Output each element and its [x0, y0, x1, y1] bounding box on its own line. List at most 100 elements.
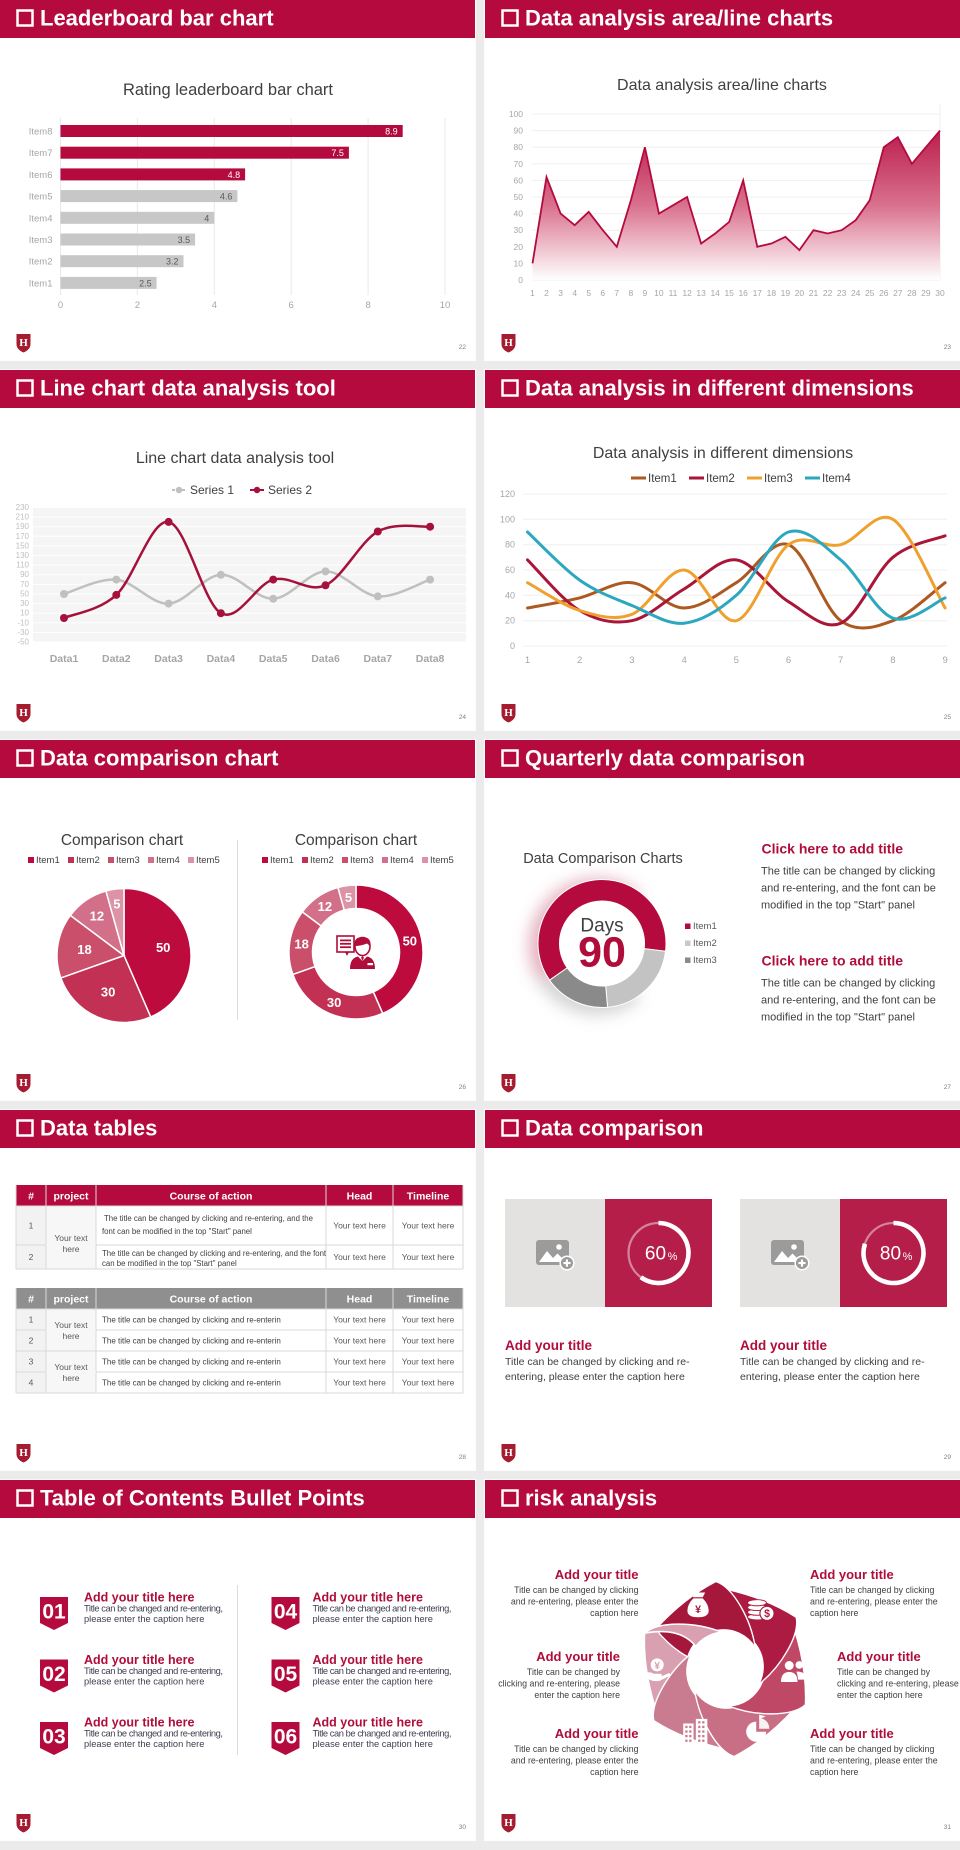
svg-text:6: 6: [600, 288, 605, 298]
svg-text:-50: -50: [17, 638, 29, 647]
svg-text:Your text: Your text: [54, 1320, 88, 1330]
svg-text:12: 12: [90, 908, 104, 923]
svg-text:80: 80: [514, 142, 524, 152]
svg-text:caption here: caption here: [810, 1767, 859, 1777]
svg-text:100: 100: [509, 109, 523, 119]
svg-text:Item2: Item2: [310, 855, 334, 866]
svg-text:80: 80: [880, 1244, 901, 1265]
svg-text:Title can be changed and re-en: Title can be changed and re-entering,: [313, 1604, 452, 1614]
svg-text:8: 8: [365, 300, 370, 311]
svg-text:and re-entering, and the font: and re-entering, and the font can be: [761, 995, 936, 1007]
svg-text:clicking and re-entering, plea: clicking and re-entering, please: [837, 1679, 959, 1689]
svg-text:30: 30: [327, 995, 341, 1010]
svg-text:50: 50: [20, 590, 29, 599]
svg-text:27: 27: [944, 1084, 952, 1091]
svg-text:9: 9: [942, 655, 947, 666]
svg-text:04: 04: [274, 1601, 298, 1624]
svg-text:The title can be changed by cl: The title can be changed by clicking and…: [102, 1358, 281, 1367]
svg-text:risk analysis: risk analysis: [525, 1486, 657, 1511]
svg-text:12: 12: [318, 899, 332, 914]
svg-text:$: $: [764, 1608, 770, 1620]
svg-text:40: 40: [505, 590, 515, 600]
svg-text:3: 3: [29, 1357, 34, 1367]
svg-text:enter the caption here: enter the caption here: [534, 1690, 620, 1700]
svg-text:Item2: Item2: [693, 938, 717, 949]
svg-text:The title can be changed by cl: The title can be changed by clicking: [761, 866, 935, 878]
svg-text:10: 10: [20, 609, 29, 618]
svg-text:Item6: Item6: [29, 170, 53, 181]
svg-text:Title can be changed by: Title can be changed by: [837, 1667, 931, 1677]
svg-text:31: 31: [944, 1824, 952, 1831]
svg-text:Data analysis area/line charts: Data analysis area/line charts: [617, 77, 827, 94]
svg-text:Days: Days: [580, 916, 623, 937]
svg-text:modified in the top "Start" pa: modified in the top "Start" panel: [761, 900, 915, 912]
svg-text:Course of action: Course of action: [170, 1294, 253, 1306]
svg-text:%: %: [903, 1251, 913, 1263]
svg-text:Data analysis in different dim: Data analysis in different dimensions: [593, 445, 853, 462]
svg-text:5: 5: [734, 655, 739, 666]
svg-text:1: 1: [525, 655, 530, 666]
svg-text:24: 24: [851, 288, 861, 298]
svg-text:H: H: [19, 707, 28, 719]
svg-text:The title can be changed by cl: The title can be changed by clicking and…: [104, 1214, 313, 1223]
svg-text:Data analysis in different dim: Data analysis in different dimensions: [525, 376, 914, 401]
svg-text:Title can be changed by: Title can be changed by: [527, 1667, 621, 1677]
svg-text:Add your title: Add your title: [555, 1726, 639, 1741]
svg-text:Data5: Data5: [259, 653, 288, 665]
svg-text:7: 7: [614, 288, 619, 298]
svg-text:50: 50: [514, 192, 524, 202]
svg-text:Click here to add title: Click here to add title: [762, 953, 904, 969]
svg-text:4: 4: [29, 1378, 34, 1388]
svg-text:Your text here: Your text here: [333, 1378, 386, 1388]
svg-text:Your text here: Your text here: [402, 1378, 455, 1388]
svg-text:#: #: [28, 1191, 34, 1203]
svg-text:2: 2: [577, 655, 582, 666]
svg-text:60: 60: [505, 565, 515, 575]
svg-text:clicking and re-entering, plea: clicking and re-entering, please: [498, 1679, 620, 1689]
svg-text:entering, please enter the cap: entering, please enter the caption here: [740, 1371, 920, 1383]
svg-text:30: 30: [935, 288, 945, 298]
svg-text:Your text here: Your text here: [333, 1221, 386, 1231]
svg-text:-10: -10: [17, 618, 29, 627]
svg-text:170: 170: [16, 532, 30, 541]
svg-text:Add your title: Add your title: [536, 1649, 620, 1664]
svg-text:Data6: Data6: [311, 653, 340, 665]
svg-text:Item4: Item4: [822, 473, 851, 485]
svg-text:20: 20: [505, 616, 515, 626]
svg-text:Your text here: Your text here: [402, 1252, 455, 1262]
svg-text:Item2: Item2: [29, 257, 53, 268]
svg-text:font can be modified in the to: font can be modified in the top "Start" …: [102, 1227, 252, 1236]
svg-text:Item3: Item3: [693, 955, 717, 966]
svg-text:Add your title: Add your title: [740, 1338, 827, 1353]
svg-text:4: 4: [572, 288, 577, 298]
svg-text:Title can be changed by clicki: Title can be changed by clicking: [514, 1585, 638, 1595]
svg-text:enter the caption here: enter the caption here: [837, 1690, 923, 1700]
svg-text:Title can be changed by clicki: Title can be changed by clicking and re-: [505, 1356, 690, 1368]
svg-text:Your text here: Your text here: [402, 1357, 455, 1367]
svg-text:9: 9: [643, 288, 648, 298]
svg-text:14: 14: [710, 288, 720, 298]
svg-text:1: 1: [29, 1315, 34, 1325]
svg-text:Item2: Item2: [76, 855, 100, 866]
svg-text:and re-entering, please enter: and re-entering, please enter the: [810, 1597, 938, 1607]
svg-text:and re-entering, please enter: and re-entering, please enter the: [511, 1597, 639, 1607]
svg-text:60: 60: [514, 175, 524, 185]
svg-text:19: 19: [781, 288, 791, 298]
svg-text:0: 0: [518, 275, 523, 285]
svg-text:Item5: Item5: [29, 192, 53, 203]
svg-text:26: 26: [879, 288, 889, 298]
svg-text:24: 24: [459, 714, 467, 721]
svg-text:Add your title here: Add your title here: [84, 1653, 194, 1667]
svg-text:30: 30: [101, 985, 115, 1000]
svg-text:entering, please enter the cap: entering, please enter the caption here: [505, 1371, 685, 1383]
svg-text:Add your title: Add your title: [505, 1338, 592, 1353]
svg-text:Title can be changed by clicki: Title can be changed by clicking: [810, 1744, 934, 1754]
svg-text:1: 1: [29, 1221, 34, 1231]
svg-text:Quarterly data comparison: Quarterly data comparison: [525, 746, 805, 771]
svg-text:Line chart data analysis tool: Line chart data analysis tool: [136, 450, 334, 467]
svg-text:30: 30: [514, 225, 524, 235]
svg-text:please enter the caption here: please enter the caption here: [84, 1677, 204, 1687]
svg-text:Add your title: Add your title: [555, 1567, 639, 1582]
svg-text:22: 22: [459, 344, 467, 351]
svg-text:Your text: Your text: [54, 1233, 88, 1243]
